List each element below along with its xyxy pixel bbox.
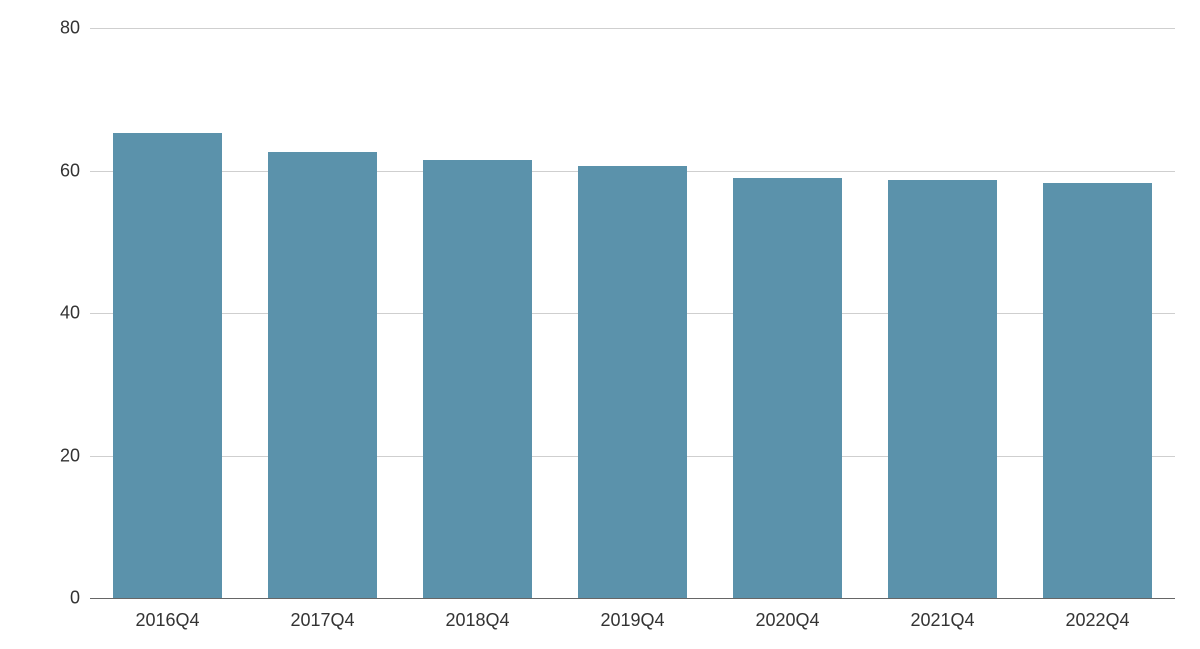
bar <box>268 152 377 598</box>
bar <box>888 180 997 598</box>
y-tick-label: 80 <box>60 18 90 39</box>
x-tick-label: 2021Q4 <box>910 598 974 631</box>
y-tick-label: 20 <box>60 445 90 466</box>
bar <box>578 166 687 598</box>
y-tick-label: 0 <box>70 588 90 609</box>
bars-layer <box>90 28 1175 598</box>
bar <box>733 178 842 598</box>
x-tick-label: 2018Q4 <box>445 598 509 631</box>
x-tick-label: 2019Q4 <box>600 598 664 631</box>
x-tick-label: 2022Q4 <box>1065 598 1129 631</box>
y-tick-label: 40 <box>60 303 90 324</box>
bar <box>1043 183 1152 598</box>
bar-chart: 0 20 40 60 80 2016Q4 2017Q4 2018Q4 2019Q4 2020Q4 2… <box>0 0 1200 649</box>
bar <box>113 133 222 598</box>
x-tick-label: 2020Q4 <box>755 598 819 631</box>
x-tick-label: 2016Q4 <box>135 598 199 631</box>
bar <box>423 160 532 598</box>
plot-area: 0204060802016Q42017Q42018Q42019Q42020Q42… <box>90 28 1175 598</box>
x-tick-label: 2017Q4 <box>290 598 354 631</box>
y-tick-label: 60 <box>60 160 90 181</box>
